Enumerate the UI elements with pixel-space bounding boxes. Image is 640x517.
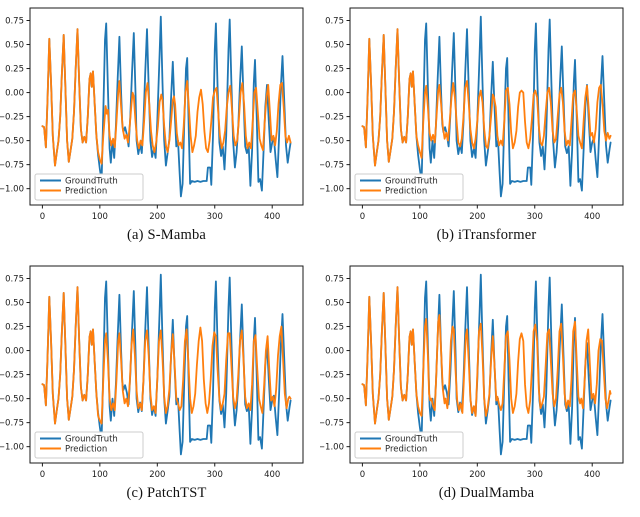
legend-box: [354, 173, 464, 201]
subplot-d-caption: (d) DualMamba: [438, 485, 535, 501]
subplot-a-chart: 0 100 200 300 400 0.75 0.50 0.25 0.00 −0.25 −0.50 −…: [0, 7, 304, 222]
prediction-line: [41, 286, 292, 425]
x-tick-label: 300: [527, 212, 543, 222]
legend-label: Prediction: [65, 187, 107, 197]
y-tick-label: −1.00: [0, 185, 24, 195]
y-tick-label: −0.50: [320, 137, 344, 147]
y-tick-label: −0.25: [320, 113, 344, 123]
y-axis: 0.75 0.50 0.25 0.00 −0.25 −0.50 −0.75 −1.00: [320, 16, 350, 195]
y-tick-label: 0.25: [5, 65, 24, 75]
y-tick-label: 0.75: [5, 16, 24, 26]
x-tick-label: 400: [264, 470, 280, 480]
subplot-b-chart: 0 100 200 300 400 0.75 0.50 0.25 0.00 −0.25 −0.50 −…: [320, 7, 624, 222]
y-tick-label: 0.50: [325, 41, 344, 51]
x-tick-label: 100: [412, 470, 428, 480]
y-tick-label: 0.50: [325, 299, 344, 309]
subplot-a: 0 100 200 300 400 0.75 0.50 0.25 0.00 −0.25 −0.50 −…: [0, 0, 320, 258]
prediction-line: [361, 286, 612, 425]
legend-label: Prediction: [65, 445, 107, 455]
x-tick-label: 200: [469, 212, 485, 222]
y-tick-label: −0.75: [320, 161, 344, 171]
legend-label: Prediction: [385, 187, 427, 197]
x-tick-label: 200: [149, 470, 165, 480]
subplot-a-caption: (a) S-Mamba: [126, 227, 207, 243]
legend-label: GroundTruth: [385, 435, 438, 445]
subplot-c-chart: 0 100 200 300 400 0.75 0.50 0.25 0.00 −0.25 −0.50 −…: [0, 265, 304, 480]
y-tick-label: 0.25: [5, 323, 24, 333]
y-tick-label: 0.25: [325, 65, 344, 75]
x-tick-label: 200: [469, 470, 485, 480]
x-tick-label: 200: [149, 212, 165, 222]
x-axis: 0 100 200 300 400: [360, 205, 600, 222]
x-tick-label: 400: [264, 212, 280, 222]
y-axis: 0.75 0.50 0.25 0.00 −0.25 −0.50 −0.75 −1.00: [0, 274, 30, 453]
y-tick-label: −0.50: [320, 395, 344, 405]
x-tick-label: 0: [40, 212, 45, 222]
legend-box: [34, 431, 144, 459]
y-tick-label: 0.75: [325, 16, 344, 26]
x-axis: 0 100 200 300 400: [40, 463, 280, 480]
y-tick-label: −0.75: [0, 161, 24, 171]
y-tick-label: −1.00: [320, 443, 344, 453]
y-tick-label: −0.25: [320, 371, 344, 381]
y-tick-label: −0.25: [0, 113, 24, 123]
y-tick-label: 0.00: [5, 347, 24, 357]
legend-label: GroundTruth: [385, 177, 438, 187]
y-tick-label: −1.00: [320, 185, 344, 195]
y-tick-label: 0.25: [325, 323, 344, 333]
x-tick-label: 300: [207, 470, 223, 480]
y-tick-label: −1.00: [0, 443, 24, 453]
x-tick-label: 400: [584, 212, 600, 222]
x-tick-label: 300: [207, 212, 223, 222]
subplot-c: 0 100 200 300 400 0.75 0.50 0.25 0.00 −0.25 −0.50 −…: [0, 258, 320, 517]
subplot-b: 0 100 200 300 400 0.75 0.50 0.25 0.00 −0.25 −0.50 −…: [320, 0, 640, 258]
x-tick-label: 100: [412, 212, 428, 222]
y-tick-label: 0.50: [5, 299, 24, 309]
y-tick-label: −0.50: [0, 137, 24, 147]
y-tick-label: −0.75: [0, 419, 24, 429]
x-axis: 0 100 200 300 400: [40, 205, 280, 222]
x-tick-label: 300: [527, 470, 543, 480]
x-tick-label: 400: [584, 470, 600, 480]
subplot-c-caption: (c) PatchTST: [126, 485, 207, 501]
subplot-d: 0 100 200 300 400 0.75 0.50 0.25 0.00 −0.25 −0.50 −…: [320, 258, 640, 517]
y-axis: 0.75 0.50 0.25 0.00 −0.25 −0.50 −0.75 −1.00: [320, 274, 350, 453]
prediction-line: [361, 28, 612, 167]
y-tick-label: 0.75: [325, 274, 344, 284]
x-tick-label: 0: [360, 470, 365, 480]
legend-label: GroundTruth: [65, 435, 118, 445]
x-tick-label: 100: [92, 470, 108, 480]
y-tick-label: 0.50: [5, 41, 24, 51]
x-tick-label: 0: [40, 470, 45, 480]
y-tick-label: 0.00: [5, 89, 24, 99]
y-tick-label: 0.75: [5, 274, 24, 284]
y-tick-label: −0.75: [320, 419, 344, 429]
x-tick-label: 0: [360, 212, 365, 222]
legend-box: [34, 173, 144, 201]
y-tick-label: 0.00: [325, 347, 344, 357]
subplot-d-chart: 0 100 200 300 400 0.75 0.50 0.25 0.00 −0.25 −0.50 −…: [320, 265, 624, 480]
prediction-line: [41, 28, 292, 167]
x-axis: 0 100 200 300 400: [360, 463, 600, 480]
y-tick-label: −0.25: [0, 371, 24, 381]
x-tick-label: 100: [92, 212, 108, 222]
y-tick-label: 0.00: [325, 89, 344, 99]
legend-label: Prediction: [385, 445, 427, 455]
legend-box: [354, 431, 464, 459]
y-tick-label: −0.50: [0, 395, 24, 405]
subplot-b-caption: (b) iTransformer: [436, 227, 537, 243]
legend-label: GroundTruth: [65, 177, 118, 187]
y-axis: 0.75 0.50 0.25 0.00 −0.25 −0.50 −0.75 −1.00: [0, 16, 30, 195]
